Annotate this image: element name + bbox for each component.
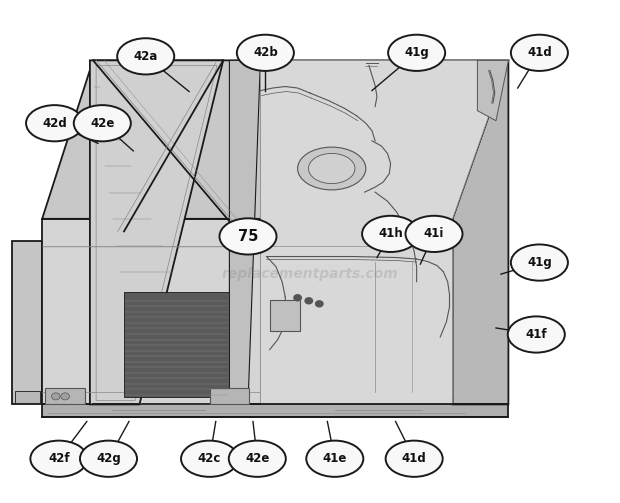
FancyBboxPatch shape: [270, 300, 300, 331]
Ellipse shape: [309, 153, 355, 184]
Ellipse shape: [117, 38, 174, 74]
FancyBboxPatch shape: [15, 391, 40, 403]
Text: 42d: 42d: [42, 117, 67, 130]
Text: 41f: 41f: [526, 328, 547, 341]
Text: 42b: 42b: [253, 46, 278, 59]
Text: 41h: 41h: [378, 227, 403, 240]
Text: 41g: 41g: [404, 46, 429, 59]
Polygon shape: [453, 60, 508, 404]
Polygon shape: [477, 60, 508, 121]
Ellipse shape: [298, 147, 366, 190]
Ellipse shape: [229, 441, 286, 477]
Ellipse shape: [26, 105, 83, 141]
Polygon shape: [124, 292, 229, 397]
FancyBboxPatch shape: [210, 388, 249, 404]
Ellipse shape: [511, 35, 568, 71]
Circle shape: [294, 295, 301, 301]
Ellipse shape: [80, 441, 137, 477]
Ellipse shape: [511, 244, 568, 281]
Text: 42c: 42c: [198, 452, 221, 465]
Ellipse shape: [219, 218, 277, 255]
Text: 41i: 41i: [424, 227, 444, 240]
Text: 41d: 41d: [402, 452, 427, 465]
Text: 41d: 41d: [527, 46, 552, 59]
Ellipse shape: [237, 35, 294, 71]
Ellipse shape: [386, 441, 443, 477]
Polygon shape: [42, 404, 508, 417]
Text: 42e: 42e: [245, 452, 270, 465]
Circle shape: [305, 298, 312, 304]
Text: 42f: 42f: [48, 452, 69, 465]
Text: 75: 75: [238, 229, 258, 244]
Circle shape: [51, 393, 60, 400]
FancyBboxPatch shape: [45, 388, 85, 404]
Ellipse shape: [508, 316, 565, 353]
Polygon shape: [12, 241, 42, 404]
Text: 42g: 42g: [96, 452, 121, 465]
Ellipse shape: [388, 35, 445, 71]
Ellipse shape: [30, 441, 87, 477]
Polygon shape: [42, 219, 453, 404]
Text: 41g: 41g: [527, 256, 552, 269]
Ellipse shape: [181, 441, 238, 477]
Text: replacementparts.com: replacementparts.com: [221, 267, 399, 281]
Ellipse shape: [405, 216, 463, 252]
Polygon shape: [90, 60, 223, 404]
Text: 41e: 41e: [322, 452, 347, 465]
Polygon shape: [42, 60, 508, 219]
Text: 42a: 42a: [133, 50, 158, 63]
Circle shape: [316, 301, 323, 307]
Circle shape: [61, 393, 69, 400]
Ellipse shape: [306, 441, 363, 477]
Ellipse shape: [74, 105, 131, 141]
Text: 42e: 42e: [90, 117, 115, 130]
Polygon shape: [229, 60, 260, 404]
Ellipse shape: [362, 216, 419, 252]
Polygon shape: [260, 60, 508, 404]
